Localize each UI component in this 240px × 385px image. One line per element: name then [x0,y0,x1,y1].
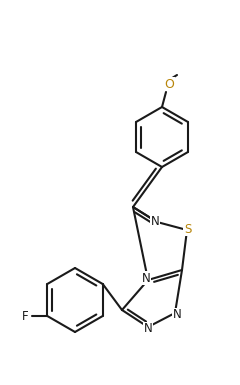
Text: N: N [151,214,159,228]
Text: S: S [184,223,192,236]
Text: N: N [144,323,152,335]
Text: F: F [22,310,29,323]
Text: N: N [173,308,181,321]
Text: N: N [142,271,150,285]
Text: O: O [164,77,174,90]
